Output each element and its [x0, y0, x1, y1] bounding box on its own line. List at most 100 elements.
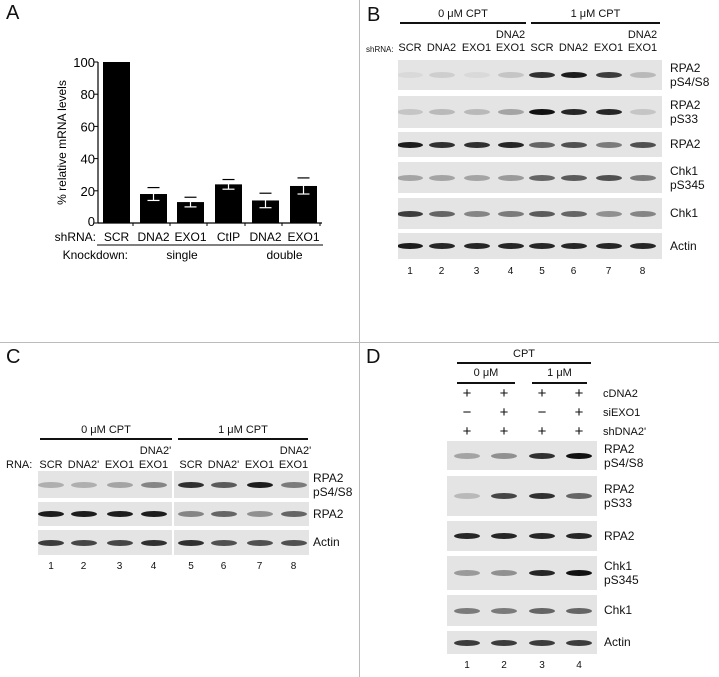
band [428, 174, 455, 181]
blot-strip [447, 631, 597, 654]
lane-label-top: DNA2 [495, 29, 526, 41]
band [454, 533, 480, 539]
blot-splice-line [172, 471, 174, 498]
band [560, 141, 587, 148]
band [566, 570, 592, 576]
condition-label: 1 μM CPT [218, 424, 268, 436]
band [529, 174, 555, 181]
treatment-mark: + [499, 423, 509, 440]
lane-label: DNA2 [426, 42, 457, 54]
lane-label-top: DNA2' [139, 445, 172, 457]
band [210, 539, 237, 546]
group-label: double [266, 248, 302, 262]
band [398, 109, 423, 115]
blot-label: RPA2 [313, 470, 344, 485]
blot-strip [398, 132, 662, 157]
condition-label: 1 μM CPT [570, 8, 621, 20]
condition-label: 0 μM CPT [81, 424, 131, 436]
panel-label-c: C [6, 346, 21, 368]
lane-number: 4 [507, 266, 514, 277]
row-label-shrna: shRNA: [366, 45, 394, 54]
band [566, 533, 592, 539]
condition-label: 1 μM [547, 367, 572, 379]
treatment-mark: + [537, 385, 547, 402]
band [529, 109, 555, 115]
category-label: EXO1 [174, 230, 206, 244]
lane-number: 8 [639, 266, 646, 277]
blot-strip [398, 162, 662, 193]
blot-label: RPA2 [604, 528, 635, 543]
band [560, 243, 587, 249]
blot-strip [447, 476, 597, 516]
band [497, 174, 524, 181]
lane-label: EXO1 [278, 459, 309, 471]
lane-number: 5 [188, 561, 194, 572]
band [280, 511, 307, 517]
y-tick-label: 100 [73, 55, 95, 70]
lane-number: 1 [48, 561, 54, 572]
band [497, 141, 524, 148]
blot-label: Chk1 [670, 163, 699, 178]
band [178, 481, 204, 488]
treatment-mark: + [574, 385, 584, 402]
panel-label-d: D [366, 346, 381, 368]
band [463, 109, 490, 115]
band [629, 109, 656, 115]
band [106, 539, 133, 546]
band [38, 481, 64, 488]
band [529, 570, 555, 576]
blot-label: pS4/S8 [604, 455, 644, 470]
band [629, 210, 656, 217]
band [398, 243, 423, 249]
band [560, 174, 587, 181]
band [529, 493, 555, 499]
blot-label: RPA2 [604, 482, 635, 496]
blot-splice-line [172, 530, 174, 555]
band [529, 141, 555, 148]
blot-label: Chk1 [670, 206, 699, 220]
category-label: DNA2 [249, 230, 281, 244]
band [398, 141, 423, 148]
band [463, 210, 490, 217]
band [595, 141, 622, 148]
condition-line [178, 438, 308, 440]
y-tick-label: 20 [81, 184, 95, 199]
band [491, 639, 517, 646]
condition-line [531, 22, 660, 24]
lane-label: EXO1 [104, 459, 135, 471]
blot-strip [447, 595, 597, 626]
treatment-label: shDNA2' [603, 426, 647, 438]
band [428, 210, 455, 217]
condition-line [532, 382, 587, 384]
band [246, 511, 273, 517]
band [497, 243, 524, 249]
band [70, 481, 97, 488]
row-label-shrna: shRNA: [55, 230, 96, 244]
band [428, 243, 455, 249]
cpt-label: CPT [513, 348, 535, 360]
band [280, 481, 307, 488]
blot-label: pS345 [670, 177, 705, 192]
band [566, 493, 592, 499]
band [497, 109, 524, 115]
band [566, 452, 592, 459]
lane-number: 2 [438, 266, 445, 277]
treatment-mark: + [462, 423, 472, 440]
lane-label: EXO1 [593, 42, 624, 54]
divider-vertical-top [359, 0, 360, 342]
lane-label: SCR [530, 42, 554, 54]
band [463, 174, 490, 181]
row-label-knockdown: Knockdown: [63, 248, 128, 262]
band [398, 72, 423, 78]
band [491, 570, 517, 576]
band [210, 481, 237, 488]
lane-number: 7 [256, 561, 263, 572]
band [106, 481, 133, 488]
lane-number: 3 [473, 266, 480, 277]
band [140, 481, 167, 488]
treatment-mark: − [537, 404, 547, 421]
band [454, 607, 480, 614]
band [595, 72, 622, 78]
lane-label: DNA2' [67, 459, 100, 471]
lane-label: EXO1 [495, 42, 526, 54]
